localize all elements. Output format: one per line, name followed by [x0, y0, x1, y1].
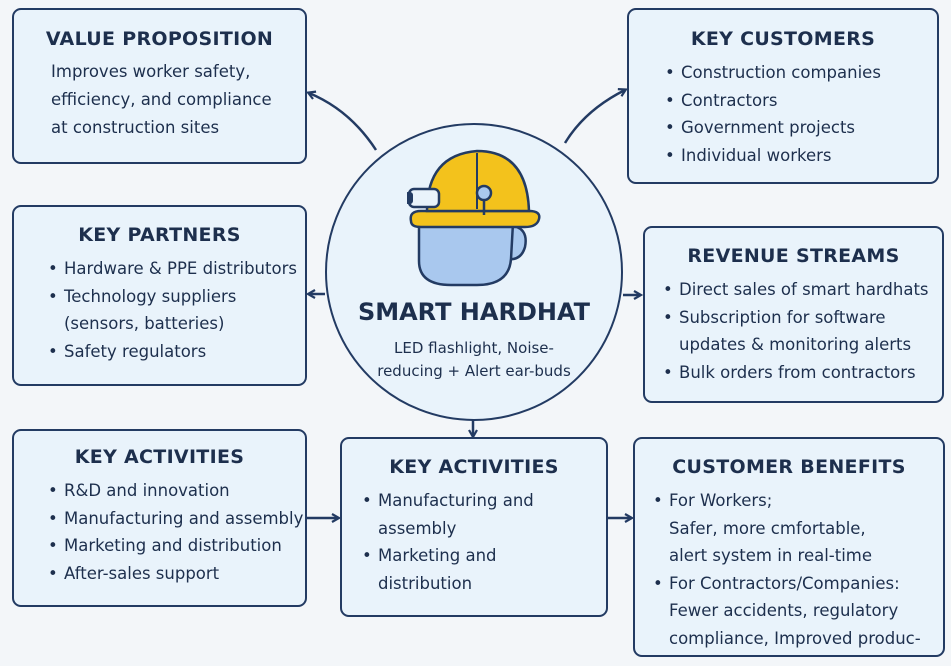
- list-item: For Workers;Safer, more cmfortable,alert…: [652, 487, 943, 570]
- list-item: Safety regulators: [47, 338, 305, 366]
- key-activities-title: KEY ACTIVITIES: [389, 456, 559, 478]
- list-item: After-sales support: [47, 560, 305, 588]
- customer-benefits-box: CUSTOMER BENEFITS For Workers;Safer, mor…: [633, 437, 945, 657]
- value-proposition-title: VALUE PROPOSITION: [45, 28, 274, 50]
- smart-hardhat-hub: SMART HARDHAT LED flashlight, Noise-redu…: [325, 123, 623, 421]
- revenue-streams-title: REVENUE STREAMS: [687, 245, 900, 267]
- key-partners-title: KEY PARTNERS: [78, 224, 241, 246]
- list-item: Construction companies: [664, 59, 937, 87]
- key-activities-left-box: KEY ACTIVITIES R&D and innovation Manufa…: [12, 429, 307, 607]
- list-item: Technology suppliers(sensors, batteries): [47, 283, 305, 338]
- value-proposition-line: efficiency, and compliance: [51, 90, 272, 109]
- hardhat-icon: [407, 149, 541, 287]
- key-partners-box: KEY PARTNERS Hardware & PPE distributors…: [12, 205, 307, 386]
- list-item: For Contractors/Companies:Fewer accident…: [652, 570, 943, 653]
- revenue-streams-box: REVENUE STREAMS Direct sales of smart ha…: [643, 226, 944, 403]
- list-item: Contractors: [664, 87, 937, 115]
- list-item: Individual workers: [664, 142, 937, 170]
- key-activities-center-box: KEY ACTIVITIES Manufacturing andassembly…: [340, 437, 608, 617]
- hub-subtitle: LED flashlight, Noise-reducing + Alert e…: [377, 339, 571, 380]
- key-customers-title: KEY CUSTOMERS: [690, 28, 876, 50]
- list-item: Hardware & PPE distributors: [47, 255, 305, 283]
- key-activities-title: KEY ACTIVITIES: [74, 446, 245, 468]
- customer-benefits-title: CUSTOMER BENEFITS: [672, 456, 906, 478]
- list-item: Government projects: [664, 114, 937, 142]
- key-customers-box: KEY CUSTOMERS Construction companies Con…: [627, 8, 939, 184]
- arrow-to-key-customers: [563, 90, 625, 144]
- list-item: Marketing and distribution: [47, 532, 305, 560]
- hub-title: SMART HARDHAT: [357, 298, 591, 326]
- value-proposition-box: VALUE PROPOSITION Improves worker safety…: [12, 8, 307, 164]
- arrow-to-value-proposition: [309, 93, 378, 151]
- list-item: R&D and innovation: [47, 477, 305, 505]
- list-item: Direct sales of smart hardhats: [662, 276, 942, 304]
- value-proposition-line: at construction sites: [51, 118, 220, 137]
- list-item: Manufacturing and assembly: [47, 505, 305, 533]
- list-item: Bulk orders from contractors: [662, 359, 942, 387]
- value-proposition-line: Improves worker safety,: [51, 62, 251, 81]
